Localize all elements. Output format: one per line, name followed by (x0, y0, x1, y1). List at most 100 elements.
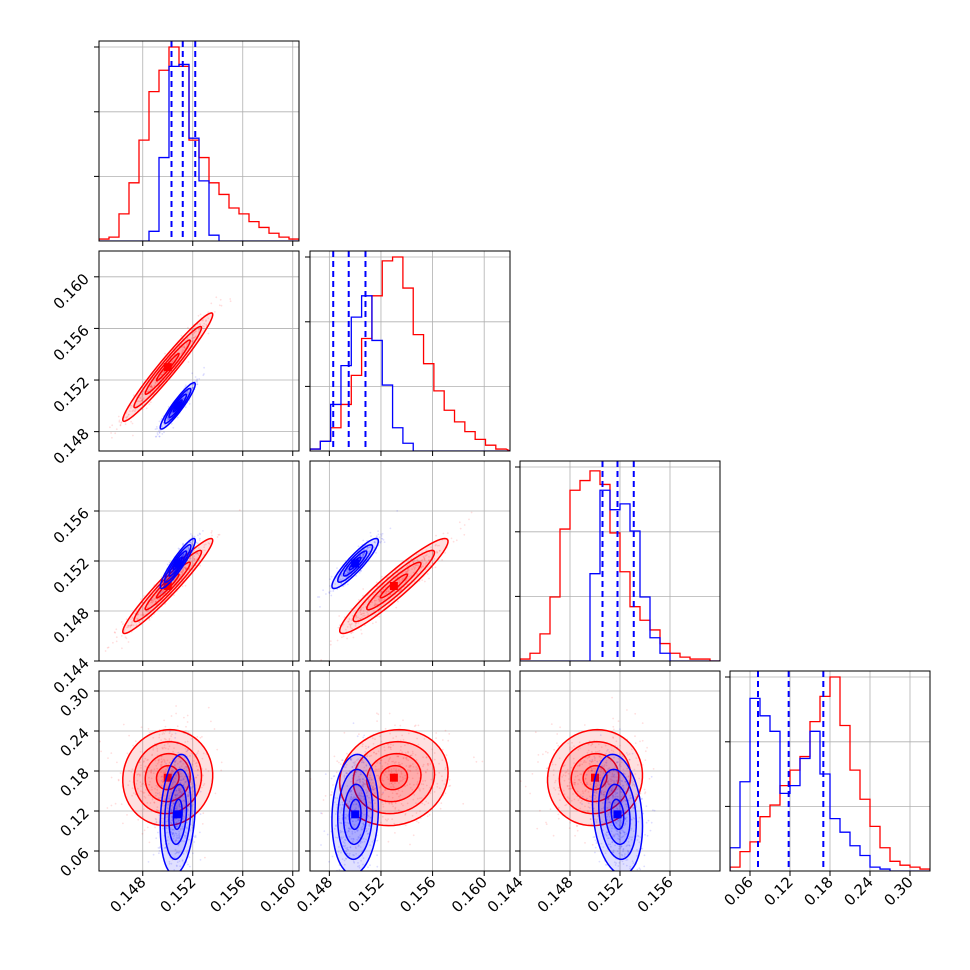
axes-frame (98, 40, 300, 242)
y-tick-label: 0.12 (56, 804, 92, 840)
contour-line-blue (168, 783, 188, 846)
plot-area (99, 671, 299, 871)
axes-frame (98, 250, 300, 452)
x-tick-label: 0.148 (534, 873, 577, 916)
joint-panel-2-1 (305, 460, 511, 666)
contour-line-blue (604, 783, 631, 846)
plot-area (310, 671, 510, 871)
mode-marker-blue (351, 810, 360, 819)
plot-area (310, 251, 510, 451)
plot-area (99, 41, 299, 241)
x-tick-label: 0.148 (293, 873, 336, 916)
contour-line-blue (159, 381, 196, 430)
x-tick-label: 0.160 (256, 873, 299, 916)
histogram-blue (730, 697, 930, 871)
contour-line-blue (342, 783, 368, 846)
contour-line-blue (168, 550, 188, 577)
histogram-red (520, 470, 720, 661)
x-tick-label: 0.144 (484, 873, 527, 916)
contour-line-blue (168, 393, 188, 419)
contour-line-blue (610, 798, 625, 831)
plot-area (310, 461, 510, 661)
contour-line-red (366, 752, 422, 803)
plot-area (520, 461, 720, 661)
contour-line-blue (159, 537, 197, 590)
mode-marker-red (163, 363, 172, 372)
y-tick-label: 0.06 (56, 844, 92, 880)
mode-marker-blue (173, 559, 182, 568)
contour-line-red (338, 728, 449, 827)
histogram-red (730, 676, 930, 871)
contour-line-blue (591, 753, 644, 871)
x-tick-label: 0.148 (106, 873, 149, 916)
mode-marker-blue (173, 810, 182, 819)
y-tick-label: 0.18 (56, 764, 92, 800)
contour-line-red (133, 325, 203, 409)
contour-line-red (338, 537, 449, 635)
contour-line-red (366, 561, 422, 611)
contour-line-red (352, 549, 436, 623)
mode-marker-red (389, 582, 398, 590)
mode-marker-blue (613, 810, 622, 819)
contour-line-blue (172, 798, 183, 831)
contour-line-blue (163, 544, 192, 583)
mode-marker-red (163, 582, 172, 590)
contour-line-red (122, 312, 214, 423)
histogram-blue (520, 489, 720, 661)
y-tick-label: 0.156 (50, 504, 93, 547)
contour-line-blue (331, 537, 380, 590)
contour-line-red (352, 740, 436, 815)
marginal-panel-1 (305, 250, 511, 456)
contour-line-blue (163, 768, 192, 861)
y-tick-label: 0.156 (50, 322, 93, 365)
y-tick-label: 0.148 (50, 425, 93, 468)
joint-panel-3-2: 0.144 0.148 0.152 0.156 (484, 670, 721, 916)
plot-area (730, 671, 930, 871)
marginal-panel-2 (515, 460, 721, 666)
y-tick-label: 0.152 (50, 554, 93, 597)
contour-line-red (122, 728, 214, 827)
y-tick-label: 0.160 (50, 270, 93, 313)
contour-line-red (570, 752, 620, 803)
marginal-panel-0 (94, 40, 300, 246)
marginal-panel-3: 0.06 0.12 0.18 0.24 0.30 (720, 670, 931, 909)
contour-line-blue (597, 768, 638, 861)
contour-line-blue (342, 550, 368, 577)
plot-area (99, 461, 299, 661)
axes-frame (309, 250, 511, 452)
x-tick-label: 0.152 (345, 873, 388, 916)
joint-panel-1-0: 0.148 0.152 0.156 0.160 (50, 250, 300, 468)
contour-line-blue (159, 753, 197, 871)
contour-line-blue (336, 768, 374, 861)
y-tick-label: 0.148 (50, 604, 93, 647)
contour-line-red (144, 339, 191, 396)
contour-line-red (155, 352, 180, 382)
contour-line-red (546, 728, 644, 827)
x-tick-label: 0.160 (448, 873, 491, 916)
y-tick-label: 0.24 (56, 724, 92, 760)
x-tick-label: 0.24 (840, 873, 876, 909)
x-tick-label: 0.06 (720, 873, 756, 909)
x-tick-label: 0.12 (760, 873, 796, 909)
plot-area (99, 251, 299, 451)
x-tick-label: 0.152 (156, 873, 199, 916)
y-tick-label: 0.152 (50, 373, 93, 416)
joint-panel-3-1: 0.148 0.152 0.156 0.160 (293, 670, 511, 916)
histogram-blue (99, 63, 299, 241)
x-tick-label: 0.156 (206, 873, 249, 916)
mode-marker-blue (351, 559, 360, 568)
x-tick-label: 0.30 (880, 873, 916, 909)
mode-marker-red (389, 773, 398, 782)
contour-line-blue (348, 798, 362, 831)
x-tick-label: 0.156 (396, 873, 439, 916)
contour-line-red (379, 764, 409, 791)
contour-line-red (379, 573, 409, 599)
histogram-red (310, 256, 510, 451)
plot-area (520, 671, 720, 871)
contour-line-red (133, 740, 203, 815)
contour-line-red (155, 764, 180, 791)
contour-line-red (582, 764, 608, 791)
